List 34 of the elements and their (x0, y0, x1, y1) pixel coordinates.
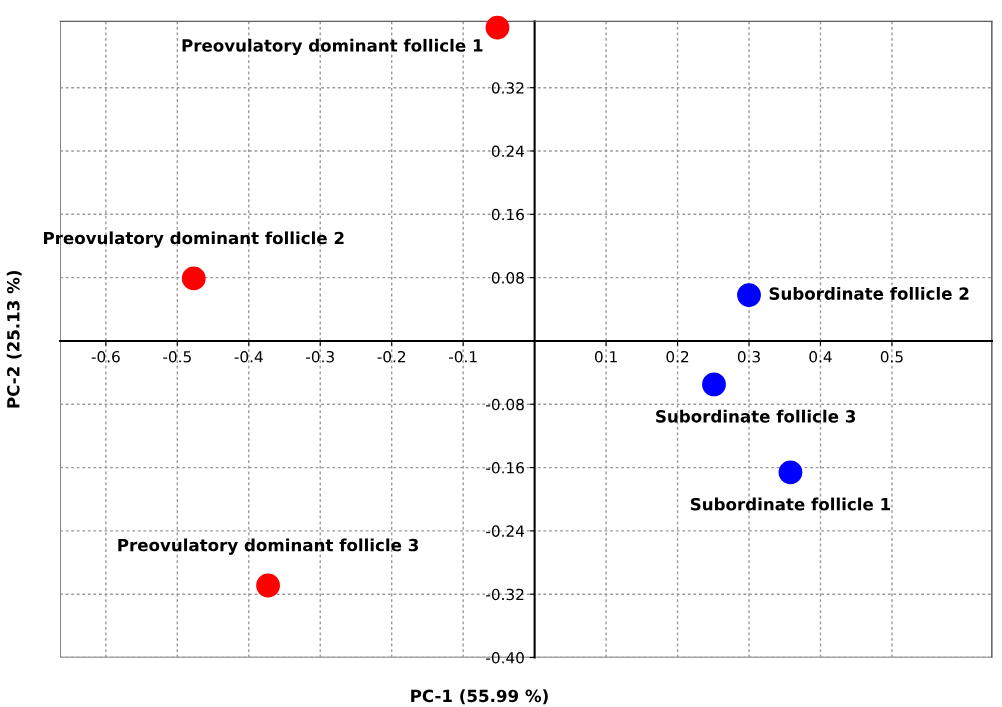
annotation: Subordinate follicle 2 (769, 286, 969, 300)
point (737, 283, 761, 307)
y-tick-label: -0.16 (486, 462, 524, 474)
x-tick-label: 0.4 (809, 350, 832, 363)
y-tick-label: -0.08 (486, 398, 524, 411)
point (485, 15, 510, 40)
y-tick-label: -0.32 (486, 588, 524, 601)
x-tick-label: 0.2 (666, 350, 689, 363)
point (702, 372, 726, 397)
y-tick-label: 0.32 (491, 82, 524, 94)
x-tick-label: -0.2 (377, 350, 406, 363)
y-axis-title: PC-2 (25.13 %) (6, 271, 22, 408)
point (778, 460, 803, 485)
annotation: Preovulatory dominant follicle 2 (44, 231, 344, 248)
y-tick-label: 0.24 (491, 145, 525, 158)
x-tick-label: -0.3 (306, 350, 334, 363)
annotation: Subordinate follicle 3 (656, 409, 856, 423)
y-tick-label: -0.40 (486, 651, 524, 664)
x-tick-label: 0.3 (737, 350, 760, 363)
y-tick-label: -0.24 (486, 525, 525, 537)
point (181, 266, 206, 291)
x-tick-label: -0.1 (449, 350, 477, 363)
y-tick-label: 0.16 (491, 208, 524, 221)
x-tick-label: -0.4 (234, 350, 263, 363)
x-tick-label: 0.1 (594, 350, 617, 363)
annotation: Preovulatory dominant follicle 3 (118, 538, 419, 555)
x-tick-label: 0.5 (880, 350, 903, 363)
y-tick-label: 0.08 (491, 272, 524, 284)
annotation: Subordinate follicle 1 (690, 497, 891, 511)
point (256, 573, 280, 598)
annotation: Preovulatory dominant follicle 1 (182, 38, 483, 56)
x-axis-title: PC-1 (55.99 %) (411, 689, 548, 705)
x-tick-label: -0.5 (163, 350, 191, 363)
x-tick-label: -0.6 (91, 350, 120, 363)
